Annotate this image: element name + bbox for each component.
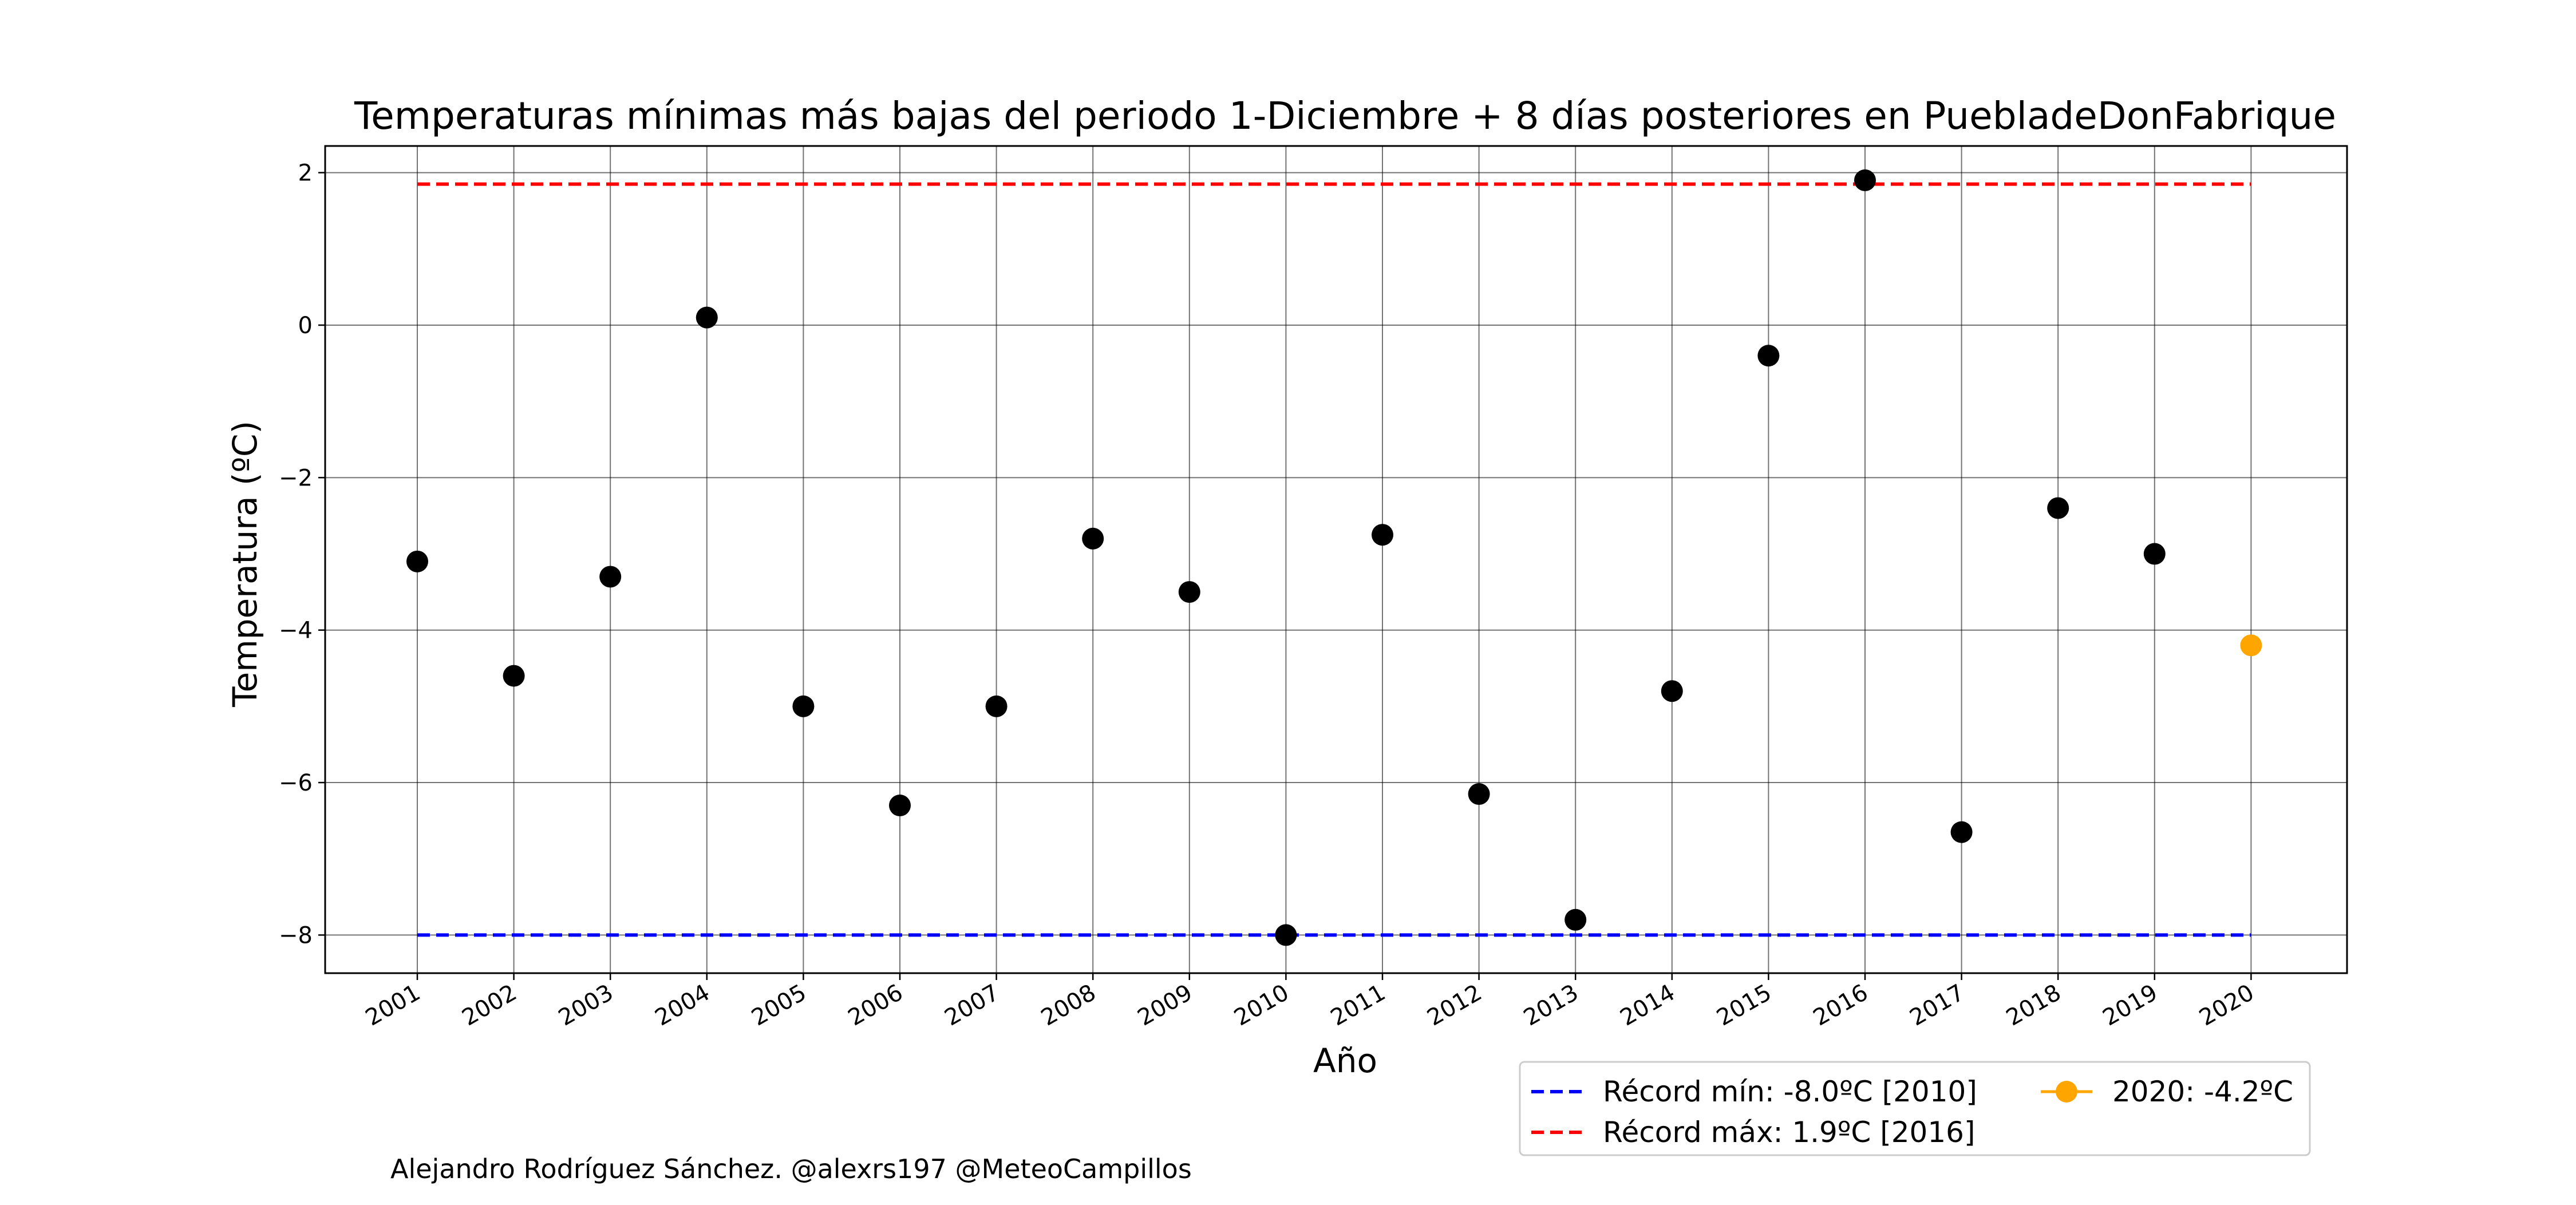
x-tick-label: 2005 xyxy=(747,979,811,1032)
data-point xyxy=(2047,497,2069,519)
x-tick-label: 2002 xyxy=(457,979,521,1032)
data-point xyxy=(1082,527,1104,550)
x-tick-label: 2010 xyxy=(1230,979,1293,1032)
data-point xyxy=(696,306,718,329)
data-point xyxy=(1178,581,1200,603)
data-point xyxy=(1372,524,1393,546)
plot-area xyxy=(325,146,2347,973)
y-tick-label: −4 xyxy=(279,618,313,644)
x-tick-label: 2006 xyxy=(844,979,907,1032)
axes-frame xyxy=(324,145,2348,974)
x-tick-label: 2012 xyxy=(1423,979,1486,1032)
y-tick-label: 2 xyxy=(298,160,313,187)
data-point xyxy=(406,550,428,572)
legend-box xyxy=(1519,1061,2311,1156)
x-tick-label: 2016 xyxy=(1809,979,1872,1032)
data-point xyxy=(985,695,1008,717)
x-tick-label: 2004 xyxy=(651,979,714,1032)
data-point xyxy=(1661,680,1683,702)
data-point xyxy=(889,795,911,817)
x-tick-label: 2019 xyxy=(2099,979,2162,1032)
y-tick-label: −6 xyxy=(279,770,313,796)
data-point xyxy=(1854,169,1876,191)
y-tick-label: −2 xyxy=(279,465,313,491)
data-point xyxy=(1950,821,1973,843)
data-point xyxy=(792,695,815,717)
y-tick-label: −8 xyxy=(279,922,313,949)
data-point xyxy=(1275,924,1297,946)
y-axis-label: Temperatura (ºC) xyxy=(226,421,264,708)
x-tick-label: 2013 xyxy=(1519,979,1583,1032)
data-point xyxy=(1757,345,1780,367)
chart-title: Temperaturas mínimas más bajas del perio… xyxy=(354,94,2336,138)
x-tick-label: 2001 xyxy=(361,979,425,1032)
data-point xyxy=(1468,783,1490,805)
x-tick-label: 2015 xyxy=(1712,979,1776,1032)
x-tick-label: 2018 xyxy=(2002,979,2065,1032)
y-tick-label: 0 xyxy=(298,313,313,339)
x-tick-label: 2011 xyxy=(1326,979,1390,1032)
x-tick-label: 2009 xyxy=(1133,979,1197,1032)
x-tick-label: 2008 xyxy=(1037,979,1100,1032)
legend-label-2020: 2020: -4.2ºC xyxy=(2112,1075,2293,1108)
credit-text: Alejandro Rodríguez Sánchez. @alexrs197 … xyxy=(390,1153,1192,1184)
x-tick-label: 2017 xyxy=(1905,979,1969,1032)
x-tick-label: 2014 xyxy=(1616,979,1680,1032)
x-tick-label: 2020 xyxy=(2195,979,2258,1032)
legend-label-record-min: Récord mín: -8.0ºC [2010] xyxy=(1603,1075,1977,1108)
data-point xyxy=(1564,908,1587,931)
data-point xyxy=(599,566,622,588)
x-axis-label: Año xyxy=(1313,1041,1377,1080)
legend-label-record-max: Récord máx: 1.9ºC [2016] xyxy=(1603,1116,1975,1149)
data-point xyxy=(503,665,525,687)
x-tick-label: 2007 xyxy=(940,979,1003,1032)
data-point xyxy=(2143,543,2166,565)
data-point-2020 xyxy=(2240,634,2262,657)
legend-swatch-2020-marker xyxy=(2056,1081,2077,1103)
x-tick-label: 2003 xyxy=(554,979,618,1032)
